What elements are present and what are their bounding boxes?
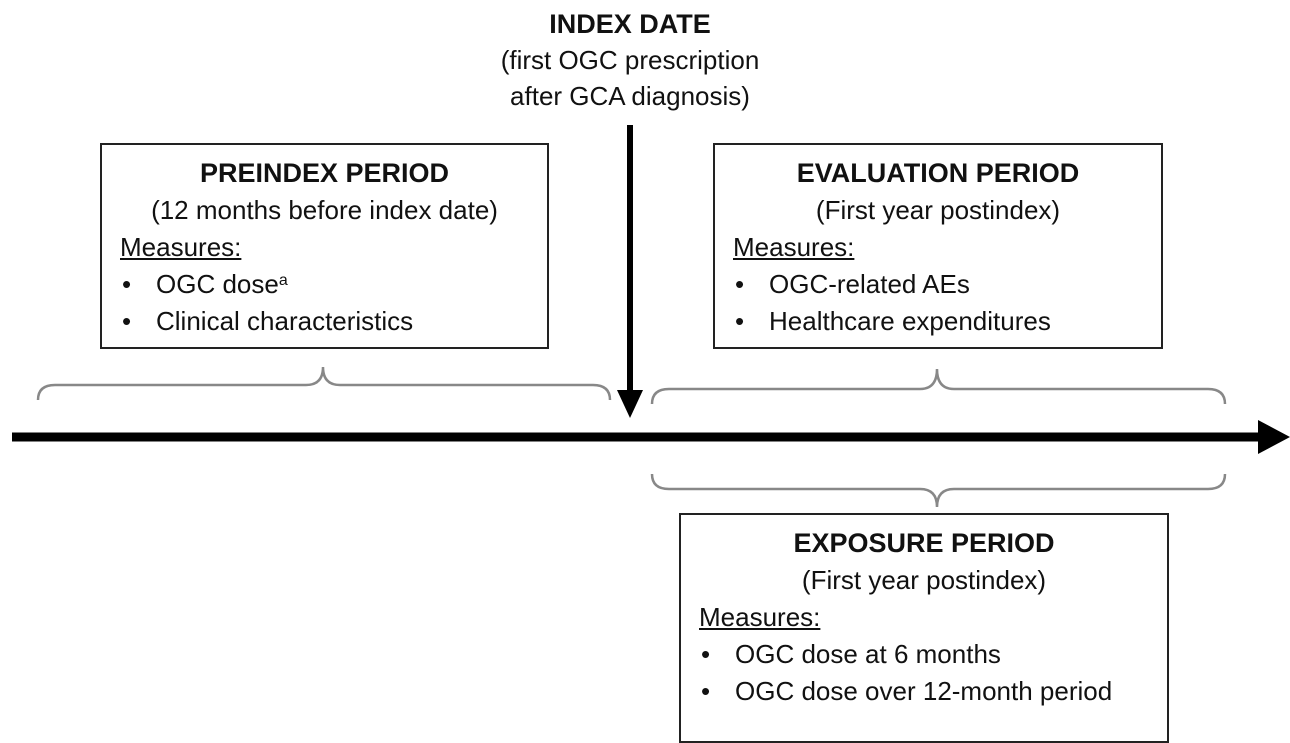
period-title: EVALUATION PERIOD xyxy=(796,158,1080,188)
measures-label: Measures: xyxy=(699,602,821,632)
measures-label: Measures: xyxy=(733,232,855,262)
measure-item: Clinical characteristics xyxy=(120,303,529,340)
page: INDEX DATE (first OGC prescription after… xyxy=(0,0,1290,713)
measure-text: OGC dose xyxy=(156,269,279,299)
measure-text: Clinical characteristics xyxy=(156,306,414,336)
measure-text: OGC-related AEs xyxy=(769,269,970,299)
period-subtitle: (First year postindex) xyxy=(801,565,1047,595)
period-subtitle: (First year postindex) xyxy=(815,195,1061,225)
index-title: INDEX DATE xyxy=(549,9,711,39)
measure-item: OGC dosea xyxy=(120,266,529,303)
measure-item: OGC dose at 6 months xyxy=(699,636,1149,673)
measures-label: Measures: xyxy=(120,232,242,262)
preindex-brace xyxy=(36,366,612,401)
measure-item: Healthcare expenditures xyxy=(733,303,1143,340)
timeline-arrowhead xyxy=(1258,420,1290,454)
exposure-brace xyxy=(650,473,1227,508)
measure-text: OGC dose over 12-month period xyxy=(735,676,1113,706)
period-box: PREINDEX PERIOD (12 months before index d… xyxy=(100,143,549,349)
index-arrowhead xyxy=(617,390,643,418)
footnote-marker: a xyxy=(278,272,288,289)
measure-text: Healthcare expenditures xyxy=(769,306,1051,336)
timeline-graphics xyxy=(12,125,1290,508)
measure-text: OGC dose at 6 months xyxy=(735,639,1001,669)
measure-item: OGC dose over 12-month period xyxy=(699,673,1149,710)
period-box: EXPOSURE PERIOD (First year postindex) Mea… xyxy=(679,513,1169,743)
index-description: after GCA diagnosis) xyxy=(510,81,750,111)
evaluation-brace xyxy=(650,368,1227,405)
measure-item: OGC-related AEs xyxy=(733,266,1143,303)
index-description: (first OGC prescription xyxy=(500,45,760,75)
period-title: EXPOSURE PERIOD xyxy=(793,528,1055,558)
period-box: EVALUATION PERIOD (First year postindex) M… xyxy=(713,143,1163,349)
period-subtitle: (12 months before index date) xyxy=(151,195,498,225)
period-title: PREINDEX PERIOD xyxy=(199,158,450,188)
index-date: INDEX DATE (first OGC prescription after… xyxy=(430,6,830,114)
